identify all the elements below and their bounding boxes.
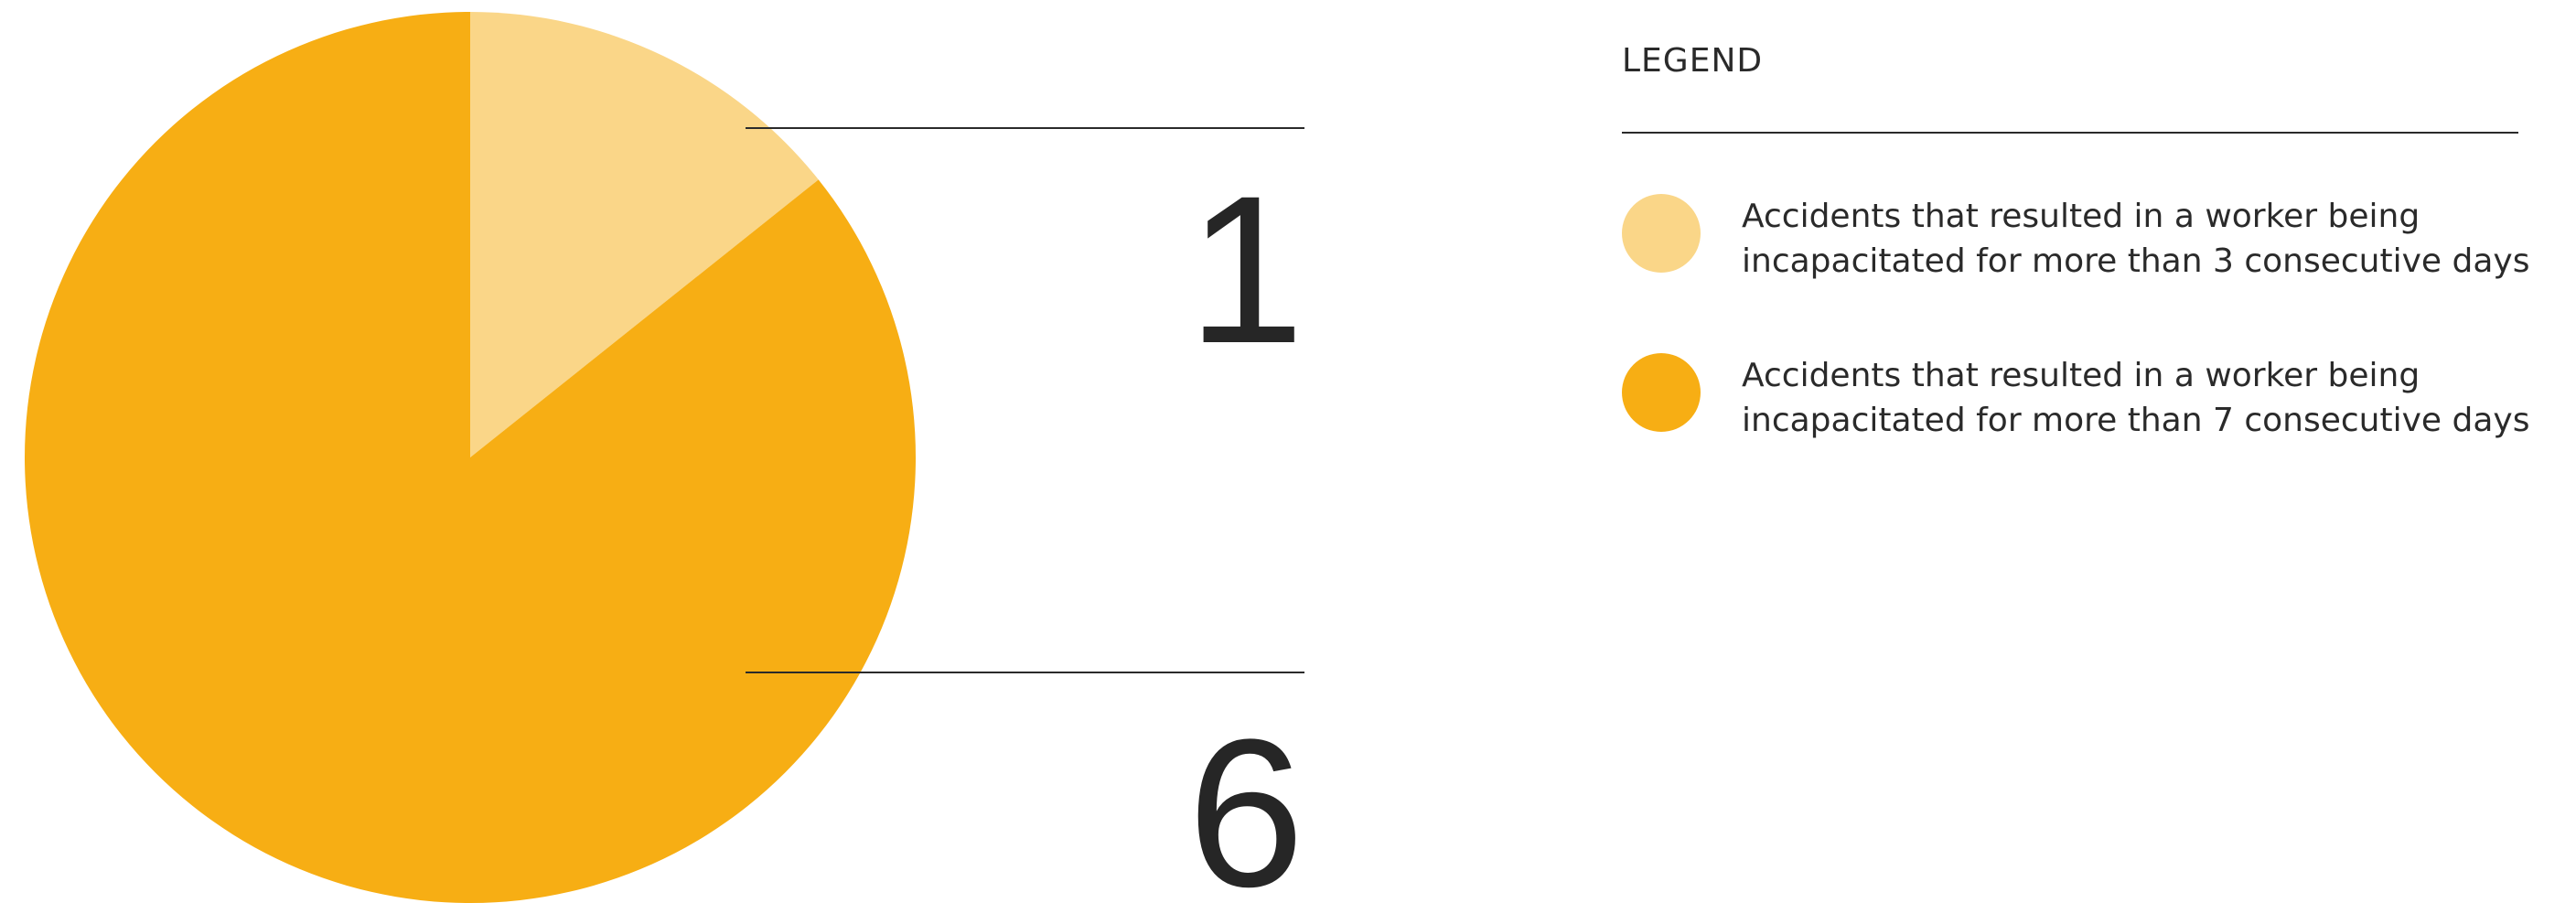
legend-rule	[1622, 132, 2518, 134]
pie-slice	[25, 12, 916, 903]
chart: 16	[25, 12, 1304, 903]
value-label: 6	[1187, 695, 1304, 903]
legend-label: Accidents that resulted in a worker bein…	[1742, 357, 2530, 439]
legend-label: Accidents that resulted in a worker bein…	[1742, 198, 2530, 280]
legend-swatch	[1622, 353, 1701, 432]
legend-title: LEGEND	[1622, 42, 1764, 80]
pie-slice	[470, 12, 819, 457]
legend-swatch	[1622, 194, 1701, 273]
value-label: 1	[1187, 152, 1304, 387]
